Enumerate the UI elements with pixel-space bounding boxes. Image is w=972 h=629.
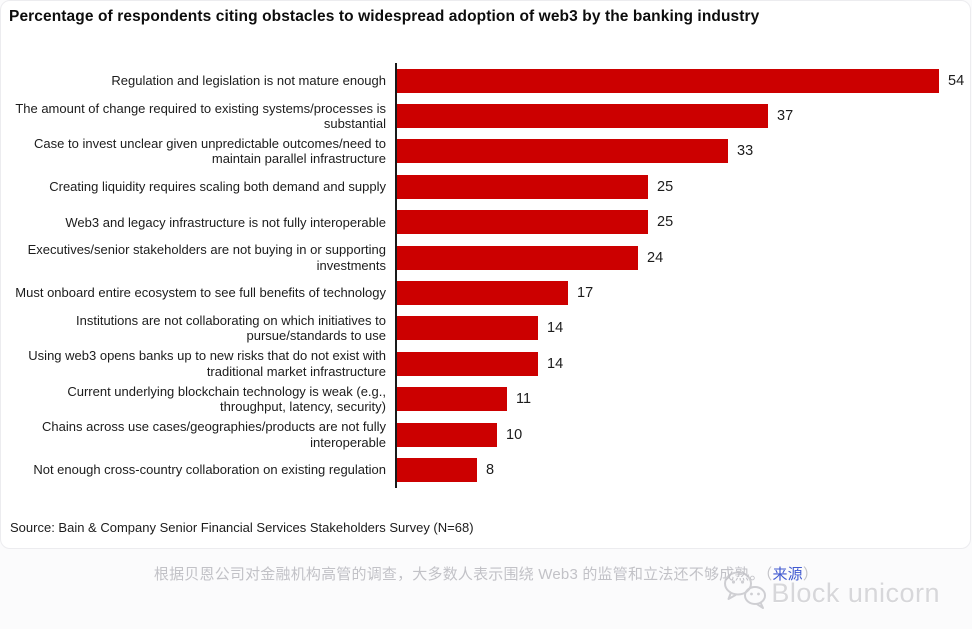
bar-track: 54 [395, 63, 965, 99]
chart-row: The amount of change required to existin… [9, 98, 962, 134]
chart-row: Executives/senior stakeholders are not b… [9, 239, 962, 276]
bar [397, 457, 477, 482]
value-label: 10 [506, 426, 523, 443]
source-note: Source: Bain & Company Senior Financial … [10, 520, 474, 535]
chart-row: Web3 and legacy infrastructure is not fu… [9, 204, 962, 240]
category-label: Web3 and legacy infrastructure is not fu… [65, 214, 386, 230]
value-label: 11 [516, 391, 532, 408]
chart-row: Must onboard entire ecosystem to see ful… [9, 275, 962, 311]
bar-track: 14 [395, 346, 962, 382]
bar [397, 68, 939, 93]
bar [397, 174, 648, 199]
chart-row: Using web3 opens banks up to new risks t… [9, 346, 962, 382]
chart-row: Chains across use cases/geographies/prod… [9, 416, 962, 453]
category-label: The amount of change required to existin… [15, 100, 386, 132]
category-label: Regulation and legislation is not mature… [111, 72, 386, 88]
watermark: Block unicorn [722, 569, 940, 618]
caption-paren-open: （ [764, 566, 773, 583]
value-label: 14 [547, 355, 564, 372]
bar [397, 387, 507, 412]
bar-rows: Regulation and legislation is not mature… [9, 63, 965, 488]
category-label: Institutions are not collaborating on wh… [75, 312, 386, 344]
watermark-brand: Block unicorn [771, 578, 940, 608]
bar-track: 11 [395, 381, 962, 417]
chart-title: Percentage of respondents citing obstacl… [9, 8, 760, 25]
value-label: 8 [486, 461, 495, 478]
chart-row: Not enough cross-country collaboration o… [9, 452, 962, 488]
category-label: Using web3 opens banks up to new risks t… [28, 348, 386, 379]
category-label: Must onboard entire ecosystem to see ful… [15, 285, 386, 301]
category-label: Not enough cross-country collaboration o… [33, 462, 386, 478]
chart-row: Regulation and legislation is not mature… [9, 63, 965, 99]
value-label: 54 [948, 72, 965, 89]
chart-card: Percentage of respondents citing obstacl… [0, 0, 971, 549]
bar-track: 24 [395, 239, 962, 276]
chart-row: Institutions are not collaborating on wh… [9, 310, 962, 347]
bar [397, 245, 638, 270]
source-link[interactable]: 来源 [772, 566, 803, 583]
value-label: 37 [777, 108, 794, 125]
value-label: 25 [657, 214, 674, 231]
bar-track: 25 [395, 169, 962, 205]
chart-row: Case to invest unclear given unpredictab… [9, 133, 962, 170]
bar-track: 33 [395, 133, 962, 170]
value-label: 25 [657, 178, 674, 195]
bar [397, 316, 538, 341]
bar [397, 104, 768, 129]
bar [397, 351, 538, 376]
bar [397, 422, 497, 447]
bar [397, 139, 728, 164]
bar-track: 8 [395, 452, 962, 488]
bar-track: 25 [395, 204, 962, 240]
caption-text: 根据贝恩公司对金融机构高管的调查，大多数人表示围绕 Web3 的监管和立法还不够… [0, 563, 972, 584]
bar-track: 17 [395, 275, 962, 311]
bar-track: 37 [395, 98, 962, 134]
chart-row: Current underlying blockchain technology… [9, 381, 962, 417]
bar-chart: Regulation and legislation is not mature… [9, 63, 965, 488]
wechat-icon [722, 569, 768, 618]
category-label: Creating liquidity requires scaling both… [49, 179, 386, 195]
caption-body: 根据贝恩公司对金融机构高管的调查，大多数人表示围绕 Web3 的监管和立法还不够… [153, 566, 765, 583]
category-label: Executives/senior stakeholders are not b… [27, 242, 386, 273]
bar [397, 210, 648, 235]
value-label: 14 [547, 320, 564, 337]
category-label: Chains across use cases/geographies/prod… [42, 419, 386, 450]
caption-paren-close: ） [802, 566, 819, 583]
bar-track: 14 [395, 310, 962, 347]
value-label: 24 [647, 249, 664, 266]
category-label: Current underlying blockchain technology… [67, 383, 386, 415]
value-label: 33 [737, 143, 754, 160]
value-label: 17 [577, 285, 594, 302]
bar [397, 281, 568, 306]
category-label: Case to invest unclear given unpredictab… [34, 135, 386, 167]
chart-row: Creating liquidity requires scaling both… [9, 169, 962, 205]
bar-track: 10 [395, 416, 962, 453]
